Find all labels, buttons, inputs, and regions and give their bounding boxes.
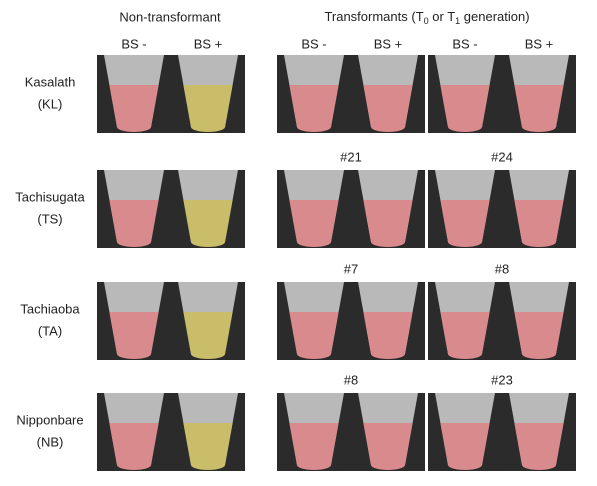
tube-bottom (522, 349, 556, 359)
header-part: generation) (460, 9, 529, 24)
treatment-label: BS + (374, 36, 403, 51)
header-part: or T (429, 9, 456, 24)
liquid (363, 85, 413, 127)
tube-bottom (371, 460, 405, 470)
line-label: #8 (495, 261, 509, 276)
tube-bottom (117, 237, 151, 247)
tube-bottom (297, 122, 331, 132)
header: Transformants (T0 or T1 generation) (324, 9, 529, 26)
treatment-label: BS - (121, 36, 146, 51)
row-name: Tachiaoba (20, 301, 80, 316)
liquid (363, 312, 413, 354)
liquid (514, 85, 564, 127)
line-label: #8 (344, 372, 358, 387)
liquid (363, 423, 413, 465)
liquid (514, 423, 564, 465)
liquid (109, 312, 159, 354)
liquid (363, 200, 413, 242)
liquid (440, 423, 490, 465)
tube-bottom (117, 349, 151, 359)
treatment-label: BS - (301, 36, 326, 51)
liquid (440, 200, 490, 242)
row-abbr: (TS) (37, 211, 62, 226)
liquid (183, 423, 233, 465)
row-name: Kasalath (25, 74, 76, 89)
treatment-label: BS + (194, 36, 223, 51)
liquid (289, 200, 339, 242)
liquid (514, 312, 564, 354)
liquid (109, 200, 159, 242)
header-part: Transformants (T (324, 9, 423, 24)
row-abbr: (TA) (38, 323, 62, 338)
header: Non-transformant (119, 9, 221, 24)
tube-bottom (371, 122, 405, 132)
tube-bottom (117, 460, 151, 470)
liquid (109, 423, 159, 465)
liquid (289, 423, 339, 465)
tube-bottom (371, 237, 405, 247)
liquid (514, 200, 564, 242)
tube-bottom (191, 122, 225, 132)
line-label: #7 (344, 261, 358, 276)
tube-bottom (371, 349, 405, 359)
tube-bottom (191, 237, 225, 247)
liquid (440, 312, 490, 354)
line-label: #23 (491, 372, 513, 387)
liquid (183, 312, 233, 354)
tube-bottom (191, 460, 225, 470)
tube-bottom (117, 122, 151, 132)
row-abbr: (NB) (37, 434, 64, 449)
tube-bottom (448, 122, 482, 132)
tube-bottom (522, 460, 556, 470)
tube-bottom (297, 237, 331, 247)
liquid (289, 85, 339, 127)
tube-bottom (448, 349, 482, 359)
liquid (183, 85, 233, 127)
tube-bottom (522, 122, 556, 132)
row-abbr: (KL) (38, 96, 63, 111)
liquid (183, 200, 233, 242)
liquid (289, 312, 339, 354)
tube-bottom (297, 349, 331, 359)
tube-bottom (191, 349, 225, 359)
subscript: 0 (424, 16, 429, 26)
tube-bottom (522, 237, 556, 247)
line-label: #24 (491, 149, 513, 164)
line-label: #21 (340, 149, 362, 164)
tube-bottom (448, 237, 482, 247)
liquid (109, 85, 159, 127)
row-name: Tachisugata (15, 189, 85, 204)
liquid (440, 85, 490, 127)
treatment-label: BS + (525, 36, 554, 51)
tube-bottom (448, 460, 482, 470)
row-name: Nipponbare (16, 412, 83, 427)
treatment-label: BS - (452, 36, 477, 51)
subscript: 1 (455, 16, 460, 26)
tube-bottom (297, 460, 331, 470)
